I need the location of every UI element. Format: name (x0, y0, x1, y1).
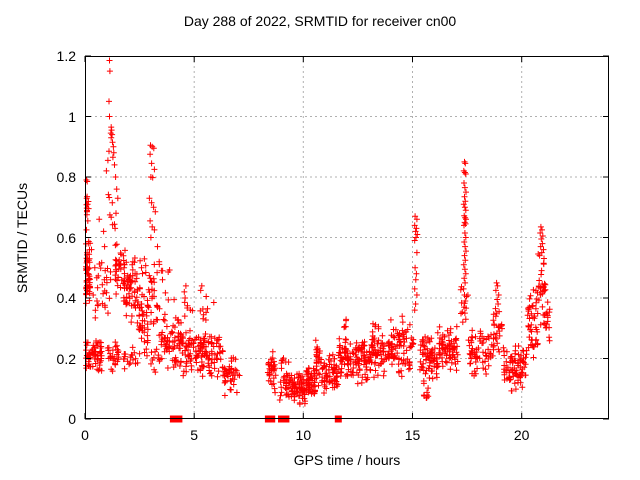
y-tick-label-1.2: 1.2 (56, 48, 76, 64)
x-tick-label-10: 10 (295, 427, 312, 443)
y-tick-label-0.6: 0.6 (56, 229, 76, 246)
axis-tick-marks (84, 55, 609, 420)
y-tick-label-0.8: 0.8 (56, 169, 76, 185)
chart-title: Day 288 of 2022, SRMTID for receiver cn0… (183, 13, 457, 29)
x-tick-label-15: 15 (404, 427, 421, 443)
scatter-svg (83, 55, 609, 423)
x-tick-label-20: 20 (513, 427, 530, 443)
y-tick-label-0.2: 0.2 (56, 350, 76, 367)
x-axis-label: GPS time / hours (293, 452, 401, 468)
y-tick-label-1: 1 (68, 108, 76, 125)
x-tick-label-5: 5 (190, 427, 199, 443)
y-tick-label-0: 0 (68, 411, 76, 427)
y-tick-label-0.4: 0.4 (56, 290, 76, 306)
x-tick-label-0: 0 (81, 427, 89, 443)
scatter-points (83, 57, 553, 408)
plot-area (83, 55, 609, 423)
